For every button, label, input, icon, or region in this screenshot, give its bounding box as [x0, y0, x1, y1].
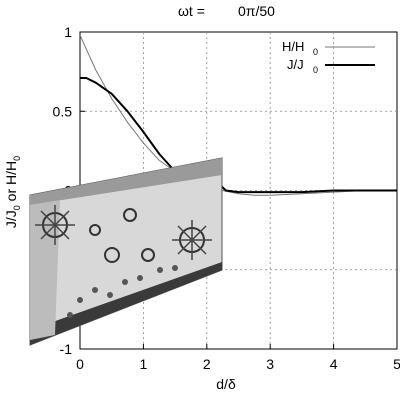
vortex-icon — [104, 247, 120, 263]
legend-sub-j: 0 — [313, 65, 318, 75]
y-tick-label: -1 — [60, 341, 73, 357]
x-tick-label: 5 — [393, 356, 400, 372]
y-tick-label: 1 — [64, 24, 72, 40]
legend-sub-h: 0 — [313, 47, 318, 57]
x-tick-label: 3 — [266, 356, 274, 372]
x-tick-label: 4 — [330, 356, 338, 372]
y-label-part1: J/J — [3, 210, 19, 228]
x-tick-label: 0 — [76, 356, 84, 372]
x-tick-label: 1 — [140, 356, 148, 372]
chart-title-prefix: ωt = — [178, 3, 205, 19]
y-tick-label: 0.5 — [53, 103, 73, 119]
chart-title-value: 0π/50 — [238, 3, 275, 19]
y-label-sub1: 0 — [12, 205, 22, 210]
legend-label-j: J/J — [287, 57, 304, 72]
vortex-inset-image — [29, 157, 223, 346]
x-axis-label: d/δ — [216, 376, 236, 392]
vortex-icon — [123, 208, 137, 222]
y-label-sub2: 0 — [12, 156, 22, 161]
series-line-1 — [80, 77, 397, 194]
x-tick-label: 2 — [203, 356, 211, 372]
series-line-0 — [79, 34, 397, 196]
vortex-icon — [141, 248, 155, 262]
series-layer — [79, 34, 397, 196]
y-label-part3: or H/H — [3, 161, 19, 205]
legend-label-h: H/H — [282, 39, 304, 54]
legend: H/H 0 J/J 0 — [282, 39, 375, 75]
vortex-icon — [89, 224, 101, 236]
y-axis-label: J/J0 or H/H0 — [3, 156, 22, 228]
